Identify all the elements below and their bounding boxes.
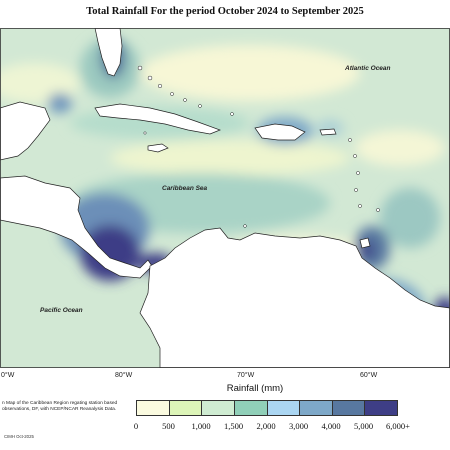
legend-tick-3: 1,500 [223, 421, 244, 431]
longitude-label-edge: 0°W [1, 372, 15, 379]
island-bahamas-2 [147, 75, 153, 81]
small-islands [137, 65, 380, 228]
island-abc [243, 224, 247, 228]
land-florida [94, 28, 123, 77]
longitude-label-60w: 60°W [360, 372, 378, 379]
legend-swatch-3 [234, 401, 268, 415]
land-hispaniola [254, 123, 306, 141]
land-mexico-yucatan [0, 101, 51, 161]
legend-ticks: 0 500 1,000 1,500 2,000 3,000 4,000 5,00… [133, 421, 426, 433]
rain-zone-dry-east [355, 130, 445, 166]
color-legend [136, 400, 398, 416]
legend-swatch-4 [267, 401, 301, 415]
longitude-label-70w: 70°W [237, 372, 255, 379]
legend-swatch-5 [300, 401, 333, 415]
legend-tick-2: 1,000 [191, 421, 211, 431]
island-lesser-antilles-4 [354, 188, 358, 192]
rain-zone-dry-north [140, 45, 360, 101]
island-bahamas-6 [198, 104, 202, 108]
rain-zone-dry-central [110, 140, 350, 176]
legend-tick-4: 2,000 [256, 421, 276, 431]
label-pacific-ocean: Pacific Ocean [40, 307, 83, 314]
island-lesser-antilles-2 [353, 154, 357, 158]
legend-swatch-7 [365, 401, 397, 415]
map-description: n Map of the Caribbean Region regating s… [2, 401, 118, 412]
legend-tick-7: 5,000 [353, 421, 374, 431]
island-turks [230, 112, 234, 116]
longitude-label-80w: 80°W [115, 372, 133, 379]
map-credit: CIMH Oct-2025 [4, 434, 34, 439]
legend-swatch-0 [137, 401, 170, 415]
island-bahamas-3 [157, 83, 163, 89]
land-masses [0, 28, 450, 368]
island-lesser-antilles-5 [358, 204, 362, 208]
land-puerto-rico [319, 128, 337, 136]
legend-tick-0: 0 [133, 421, 139, 431]
map-title: Total Rainfall For the period October 20… [86, 6, 364, 17]
land-south-america [139, 227, 450, 368]
rain-zone-mid-east [380, 188, 440, 248]
land-cuba [94, 103, 221, 135]
island-bahamas-1 [137, 65, 143, 71]
island-lesser-antilles-3 [356, 171, 360, 175]
island-barbados [376, 208, 380, 212]
land-central-america [0, 175, 153, 279]
rainfall-map: Atlantic Ocean Caribbean Sea Pacific Oce… [0, 28, 450, 368]
legend-swatch-2 [202, 401, 235, 415]
legend-tick-5: 3,000 [288, 421, 309, 431]
legend-tick-1: 500 [162, 421, 175, 431]
island-lesser-antilles-1 [348, 138, 352, 142]
label-atlantic-ocean: Atlantic Ocean [344, 65, 391, 72]
label-caribbean-sea: Caribbean Sea [162, 185, 208, 192]
legend-tick-8: 6,000+ [386, 421, 410, 431]
island-bahamas-4 [170, 92, 174, 96]
land-trinidad [359, 237, 371, 249]
land-jamaica [147, 143, 169, 153]
legend-swatch-1 [169, 401, 203, 415]
legend-swatch-6 [332, 401, 366, 415]
legend-title: Rainfall (mm) [226, 383, 284, 394]
island-bahamas-5 [183, 98, 187, 102]
island-cayman [143, 131, 147, 135]
rain-zone-wet-gulf [48, 93, 72, 113]
legend-tick-6: 4,000 [321, 421, 341, 431]
rain-zone-dry-mexico [0, 63, 80, 103]
